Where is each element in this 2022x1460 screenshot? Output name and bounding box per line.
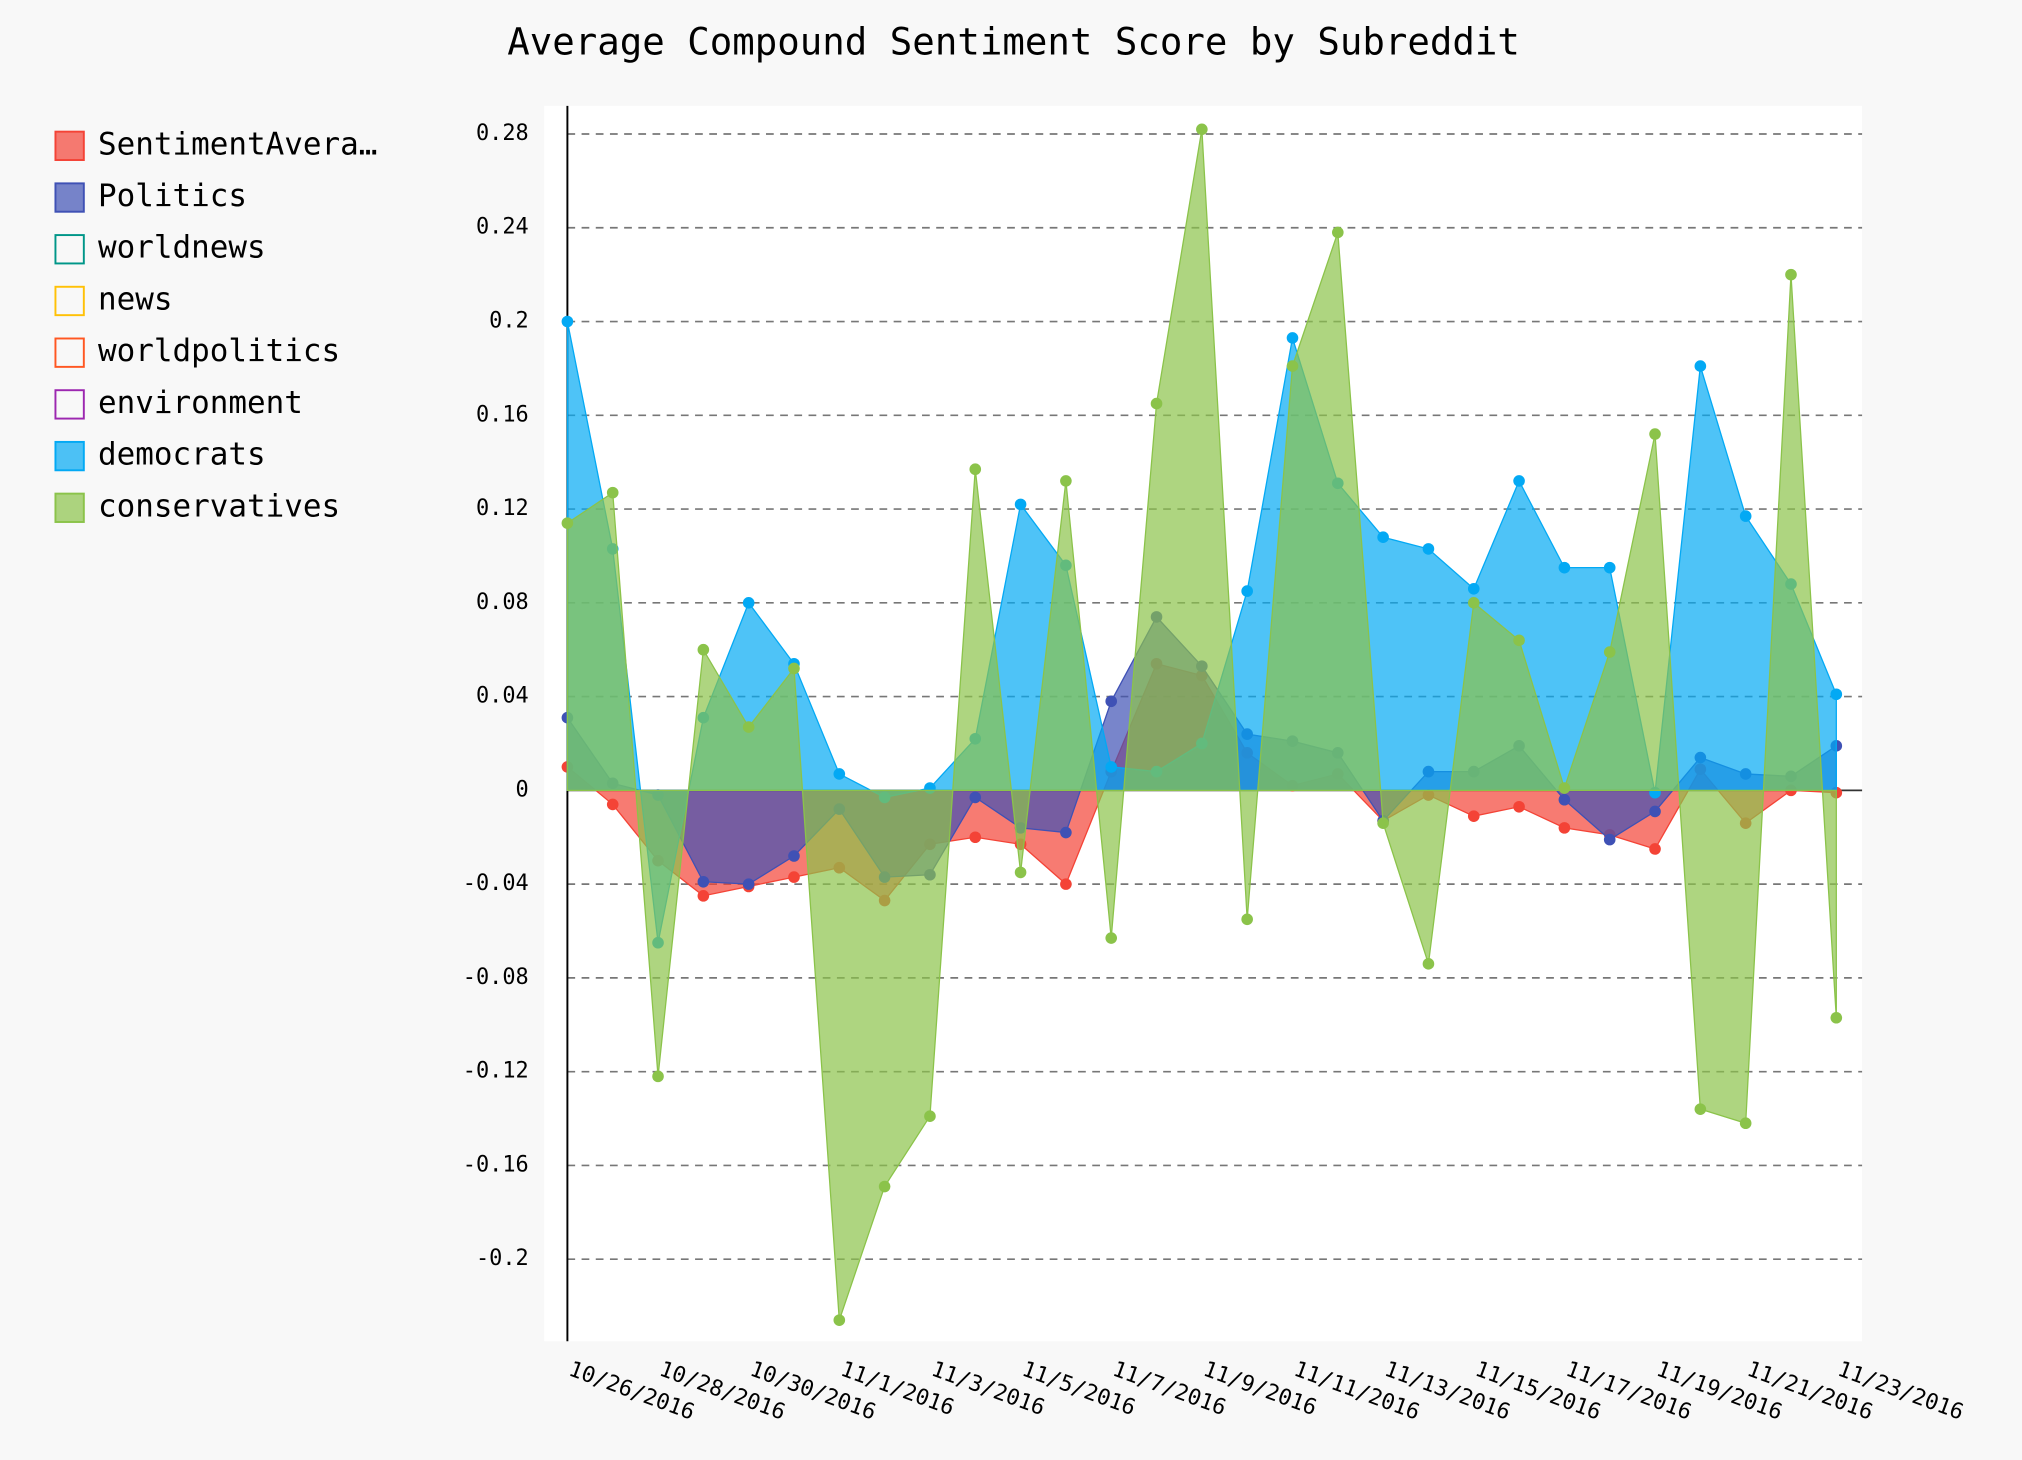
dot (742, 597, 755, 609)
dot (697, 875, 710, 888)
dot (1060, 878, 1072, 890)
dot (1241, 585, 1253, 597)
legend-label: conservatives (98, 488, 340, 524)
dot (1739, 510, 1752, 522)
dot (1105, 761, 1118, 773)
series (561, 123, 1843, 1326)
y-tick-label: 0 (516, 777, 529, 802)
legend-label: worldnews (98, 230, 266, 266)
dot (1739, 1117, 1752, 1130)
dot (1014, 866, 1027, 879)
y-tick-label: -0.12 (463, 1059, 529, 1084)
y-tick-label: -0.08 (463, 965, 529, 990)
dot (1603, 833, 1616, 846)
dot (1694, 360, 1707, 372)
dot (1105, 695, 1118, 708)
dot (606, 486, 619, 499)
dot (1422, 543, 1435, 555)
dot (1558, 561, 1571, 574)
legend-swatch (54, 389, 85, 420)
y-tick-label: 0.16 (476, 402, 529, 427)
area (566, 129, 1837, 1321)
dot (1467, 810, 1480, 822)
dot (1060, 475, 1072, 487)
dot (1196, 123, 1208, 136)
dot (969, 831, 982, 844)
y-tick-label: 0.28 (476, 121, 529, 146)
dot (1332, 226, 1344, 239)
dot (742, 721, 755, 733)
dot (606, 798, 619, 811)
dot (1603, 561, 1616, 574)
y-tick-label: 0.24 (476, 215, 529, 240)
legend-swatch (54, 440, 85, 472)
dot (788, 850, 800, 862)
dot (1286, 332, 1299, 344)
dot (742, 878, 755, 890)
dot (1150, 397, 1163, 410)
dot (1513, 800, 1525, 813)
dot (833, 1314, 846, 1326)
dot (878, 1180, 891, 1193)
dot (1377, 531, 1389, 543)
dot (924, 1110, 936, 1123)
dot (1014, 498, 1027, 511)
dot (1830, 688, 1843, 701)
dot (1558, 822, 1571, 834)
dot (788, 871, 800, 883)
legend-label: Politics (98, 178, 247, 214)
dot (1649, 428, 1661, 440)
dot (561, 315, 574, 328)
dot (1241, 913, 1253, 926)
dot (1558, 793, 1571, 806)
dot (697, 643, 710, 656)
legend-swatch (54, 285, 85, 317)
dot (652, 1070, 664, 1083)
legend-label: worldpolitics (98, 333, 340, 369)
legend-swatch (54, 337, 85, 368)
dot (1422, 958, 1435, 970)
dot (1513, 634, 1525, 647)
dot (1286, 360, 1299, 372)
dot (1785, 268, 1797, 281)
y-tick-label: -0.2 (476, 1246, 529, 1271)
legend-label: news (98, 281, 173, 317)
y-tick-label: 0.2 (489, 309, 529, 334)
y-tick-label: 0.08 (476, 590, 529, 615)
legend-swatch (54, 234, 85, 265)
legend-swatch (54, 492, 85, 523)
dot (1513, 475, 1525, 487)
dot (1649, 805, 1661, 818)
y-tick-label: 0.04 (476, 684, 529, 709)
dot (833, 768, 846, 780)
dot (1558, 782, 1571, 794)
y-tick-label: -0.04 (463, 871, 529, 896)
dot (969, 791, 982, 804)
legend-swatch (54, 182, 85, 213)
legend-label: SentimentAvera… (98, 126, 377, 162)
legend-label: environment (98, 385, 303, 421)
dot (1830, 1011, 1843, 1024)
legend-label: democrats (98, 437, 266, 473)
dot (697, 890, 710, 902)
y-tick-label: 0.12 (476, 496, 529, 521)
y-tick-label: -0.16 (463, 1152, 529, 1177)
dot (561, 517, 574, 529)
dot (1467, 582, 1480, 595)
dot (788, 662, 800, 675)
dot (1060, 826, 1072, 839)
dot (1105, 932, 1118, 944)
dot (1649, 843, 1661, 855)
dot (1603, 646, 1616, 658)
dot (969, 463, 982, 476)
legend-swatch (54, 130, 85, 161)
chart-title: Average Compound Sentiment Score by Subr… (507, 19, 1520, 63)
dot (1377, 817, 1389, 829)
dot (1467, 597, 1480, 609)
dot (1694, 1103, 1707, 1115)
